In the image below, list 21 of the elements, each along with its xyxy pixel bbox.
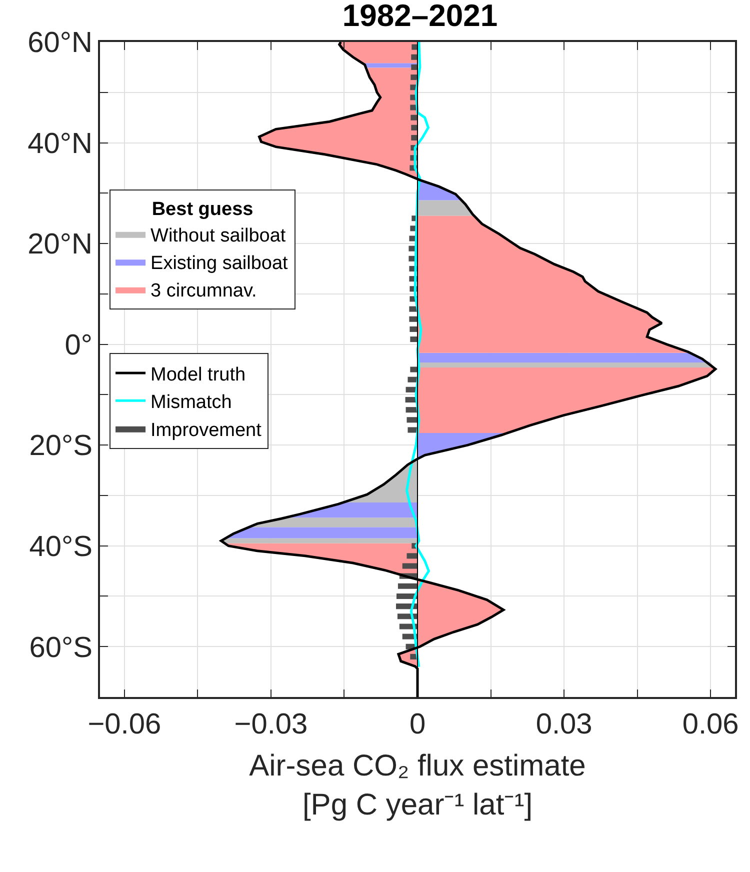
legend-label: Model truth xyxy=(150,364,246,386)
legend-label: Improvement xyxy=(150,420,262,441)
chart-title: 1982–2021 xyxy=(342,0,498,34)
legend-title: Best guess xyxy=(152,199,254,220)
x-tick-label: −0.06 xyxy=(88,708,162,741)
x-tick-label: 0.03 xyxy=(536,708,592,741)
y-tick-label: 0° xyxy=(64,329,92,362)
legend-label: Mismatch xyxy=(150,392,232,414)
x-tick-label: 0 xyxy=(409,708,426,741)
x-tick-label: 0.06 xyxy=(682,708,739,741)
x-tick-label: −0.03 xyxy=(234,708,308,741)
y-tick-label: 20°N xyxy=(28,228,92,261)
legend-label: 3 circumnav. xyxy=(150,280,257,302)
y-tick-label: 60°S xyxy=(29,632,92,664)
y-tick-label: 20°S xyxy=(29,430,92,462)
y-tick-label: 60°N xyxy=(28,27,92,60)
legend-label: Existing sailboat xyxy=(150,253,289,274)
y-tick-label: 40°S xyxy=(29,531,92,563)
legend-label: Without sailboat xyxy=(150,225,286,246)
x-axis-title: Air-sea CO₂ flux estimate [Pg C year⁻¹ lat⁻¹] xyxy=(249,750,586,822)
y-tick-label: 40°N xyxy=(28,128,92,160)
